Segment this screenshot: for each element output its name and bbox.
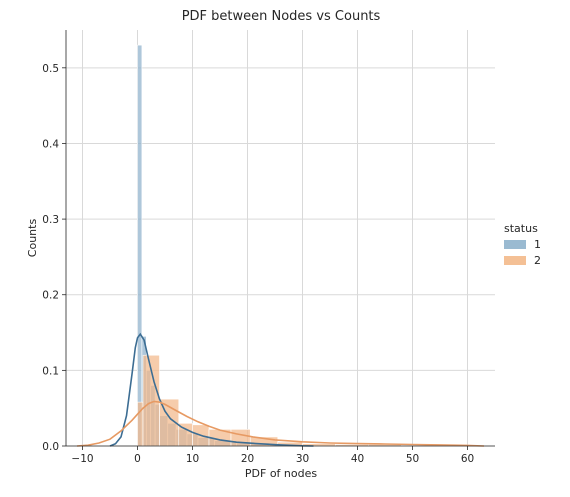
legend-label-2: 2 (534, 254, 541, 267)
x-tick-label: 0 (134, 453, 141, 465)
x-tick-label: 50 (406, 453, 419, 465)
legend: status 1 2 (504, 222, 541, 267)
histogram-bar-series-1 (137, 44, 143, 447)
legend-swatch-2 (504, 256, 526, 265)
chart-title: PDF between Nodes vs Counts (182, 9, 381, 24)
x-tick-label: 30 (296, 453, 309, 465)
x-tick-label: 60 (461, 453, 474, 465)
y-tick-label: 0.2 (42, 290, 59, 302)
y-tick-label: 0.5 (42, 63, 59, 75)
y-tick-label: 0.4 (42, 138, 59, 150)
x-ticks: −10 0 10 20 30 40 50 60 (71, 446, 474, 465)
density-curves (76, 332, 485, 447)
bars (137, 44, 479, 447)
y-tick-label: 0.1 (42, 365, 59, 377)
y-ticks: 0.0 0.1 0.2 0.3 0.4 0.5 (42, 63, 66, 453)
kde-line-series-2 (76, 400, 485, 447)
x-tick-label: 20 (241, 453, 254, 465)
kde-line-series-1 (109, 332, 314, 447)
x-axis-label: PDF of nodes (245, 467, 317, 480)
x-tick-label: −10 (71, 453, 93, 465)
x-tick-label: 40 (351, 453, 364, 465)
y-tick-label: 0.3 (42, 214, 59, 226)
legend-swatch-1 (504, 240, 526, 249)
legend-label-1: 1 (534, 238, 541, 251)
x-tick-label: 10 (186, 453, 199, 465)
y-tick-label: 0.0 (42, 441, 59, 453)
y-axis-label: Counts (26, 219, 39, 258)
legend-title: status (504, 222, 538, 235)
